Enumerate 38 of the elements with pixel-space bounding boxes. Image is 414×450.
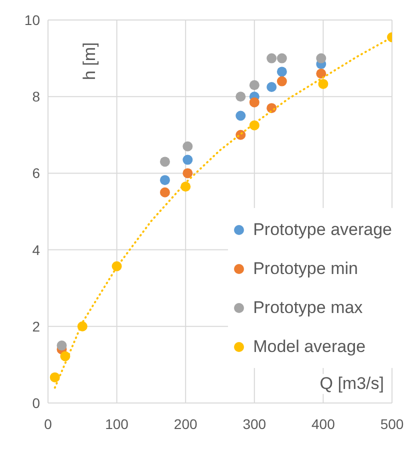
point [236, 110, 246, 121]
point [266, 53, 277, 64]
legend-label: Prototype min [253, 258, 358, 278]
legend-label: Prototype max [253, 298, 363, 318]
x-tick-label: 0 [44, 416, 52, 432]
point [182, 168, 193, 178]
point [160, 175, 170, 186]
x-tick-label: 100 [105, 416, 129, 432]
point [249, 80, 260, 90]
point [160, 156, 170, 167]
point [276, 76, 287, 86]
point [182, 154, 193, 165]
y-tick-label: 6 [32, 165, 40, 182]
point [316, 53, 326, 64]
point [56, 340, 67, 351]
point [182, 141, 193, 152]
x-axis-title: Q [m3/s] [320, 374, 384, 394]
y-tick-label: 0 [32, 394, 40, 411]
point [50, 372, 60, 382]
point [316, 68, 326, 79]
y-tick-label: 2 [32, 318, 40, 334]
x-tick-label: 300 [242, 416, 266, 432]
point [236, 92, 246, 102]
y-tick-label: 10 [24, 12, 40, 28]
point [266, 82, 277, 92]
x-tick-label: 500 [380, 416, 404, 432]
y-axis-title: h [m] [80, 42, 100, 80]
legend-label: Model average [253, 336, 366, 356]
x-tick-label: 400 [312, 416, 336, 432]
y-tick-label: 8 [32, 88, 40, 105]
x-tick-label: 200 [174, 416, 198, 432]
y-tick-label: 4 [32, 242, 40, 258]
point [249, 97, 260, 108]
point [160, 187, 170, 198]
legend-label: Prototype average [253, 220, 392, 240]
point [276, 66, 287, 77]
point [276, 53, 287, 64]
point [318, 78, 328, 89]
